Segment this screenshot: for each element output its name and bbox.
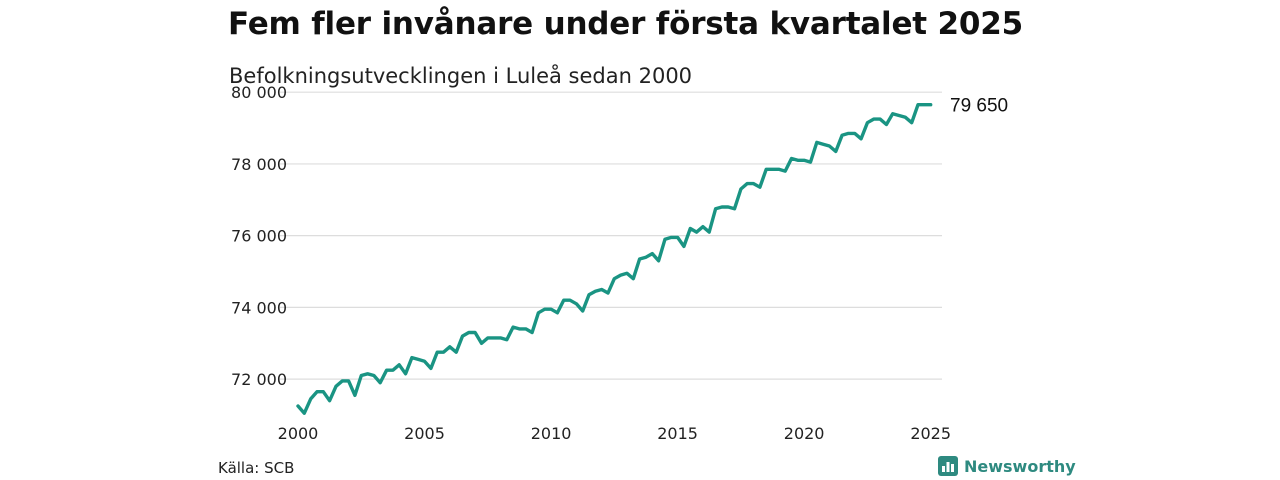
x-tick-label: 2000 (278, 424, 319, 443)
y-tick-label: 78 000 (231, 155, 287, 174)
y-tick-label: 80 000 (231, 83, 287, 102)
grid-lines (280, 91, 942, 380)
end-value-label: 79 650 (950, 96, 1008, 117)
x-tick-label: 2005 (404, 424, 445, 443)
population-line (296, 102, 933, 415)
x-tick-label: 2020 (784, 424, 825, 443)
x-tick-label: 2015 (657, 424, 698, 443)
newsworthy-logo-icon (938, 456, 958, 476)
annotations: 79 650 (950, 96, 1008, 117)
brand-name: Newsworthy (964, 456, 1076, 476)
chart-subtitle: Befolkningsutvecklingen i Luleå sedan 20… (229, 64, 693, 88)
series-group (296, 102, 933, 415)
y-axis-labels: 72 000 74 000 76 000 78 000 80 000 (231, 83, 287, 389)
x-tick-label: 2025 (910, 424, 951, 443)
x-tick-label: 2010 (531, 424, 572, 443)
chart-title: Fem fler invånare under första kvartalet… (228, 6, 1023, 42)
brand-logo: Newsworthy (938, 456, 1076, 476)
x-axis-labels: 2000 2005 2010 2015 2020 2025 (278, 424, 951, 443)
source-note: Källa: SCB (218, 459, 295, 477)
y-tick-label: 74 000 (231, 298, 287, 317)
y-tick-label: 76 000 (231, 227, 287, 246)
y-tick-label: 72 000 (231, 370, 287, 389)
